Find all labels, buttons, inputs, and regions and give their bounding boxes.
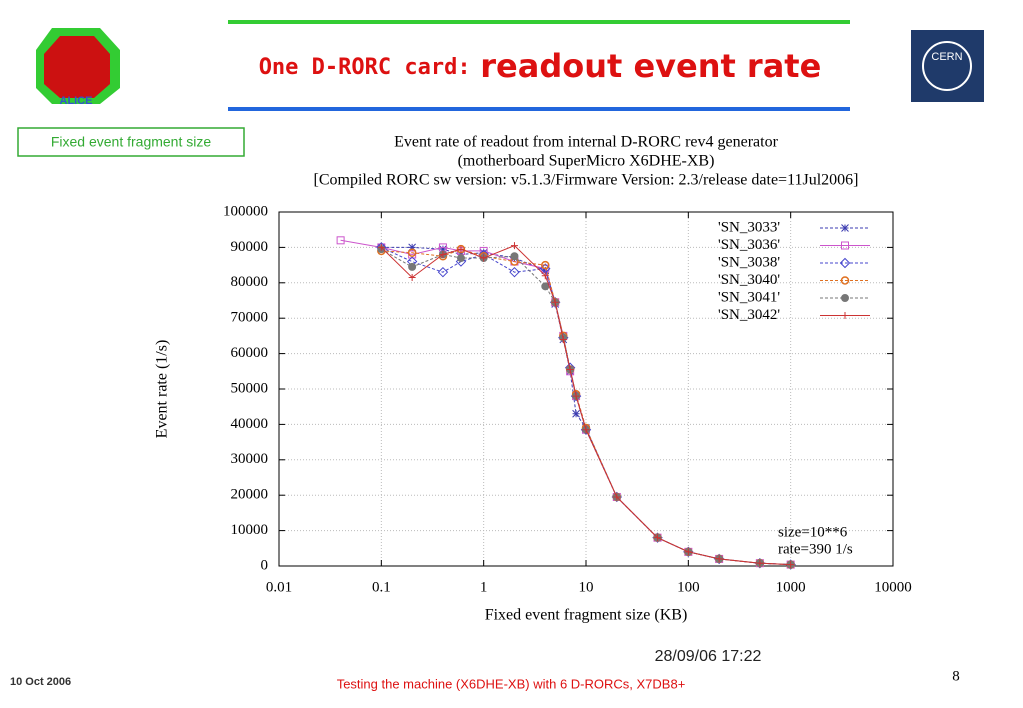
annotation: size=10**6 <box>778 524 848 540</box>
data-point <box>456 254 465 263</box>
legend-label: 'SN_3042' <box>718 307 780 323</box>
chart-title: [Compiled RORC sw version: v5.1.3/Firmwa… <box>314 172 859 189</box>
x-tick-label: 1 <box>480 579 488 595</box>
x-axis-label: Fixed event fragment size (KB) <box>485 607 688 624</box>
legend-label: 'SN_3038' <box>718 254 780 270</box>
chart: Event rate of readout from internal D-RO… <box>154 134 912 624</box>
footer-text: Testing the machine (X6DHE-XB) with 6 D-… <box>337 676 686 691</box>
data-point <box>582 426 590 434</box>
data-point <box>510 252 519 261</box>
legend-marker <box>841 224 849 232</box>
data-point <box>787 561 795 569</box>
data-point <box>377 243 385 251</box>
y-tick-label: 50000 <box>231 380 269 396</box>
timestamp: 28/09/06 17:22 <box>655 648 762 665</box>
data-point <box>572 392 580 400</box>
data-point <box>439 250 447 258</box>
data-point <box>336 236 345 245</box>
footer-date: 10 Oct 2006 <box>10 676 71 688</box>
y-tick-label: 40000 <box>231 416 269 432</box>
cern-logo: CERN <box>911 30 984 102</box>
data-point <box>457 245 465 253</box>
legend-label: 'SN_3040' <box>718 272 780 288</box>
y-tick-label: 60000 <box>231 345 269 361</box>
y-tick-label: 20000 <box>231 487 269 503</box>
y-tick-label: 90000 <box>231 239 269 255</box>
data-point <box>654 534 662 542</box>
y-tick-label: 100000 <box>223 203 268 219</box>
y-axis-label: Event rate (1/s) <box>154 340 171 439</box>
data-point <box>509 266 520 278</box>
legend-label: 'SN_3041' <box>718 289 780 305</box>
title-prefix: One D-RORC card: <box>259 55 471 80</box>
box-label: Fixed event fragment size <box>51 134 212 150</box>
series-line <box>380 245 791 566</box>
x-tick-label: 0.1 <box>372 579 391 595</box>
x-tick-label: 10 <box>579 579 594 595</box>
x-tick-label: 0.01 <box>266 579 292 595</box>
data-point <box>408 243 416 252</box>
y-tick-label: 0 <box>261 557 269 573</box>
data-point <box>715 555 723 563</box>
label-box <box>17 127 245 157</box>
data-point <box>541 260 550 270</box>
data-point <box>566 366 574 374</box>
data-point <box>541 272 549 280</box>
data-point <box>480 254 488 262</box>
y-tick-label: 30000 <box>231 451 269 467</box>
data-point <box>559 335 567 343</box>
plot-frame <box>278 211 894 567</box>
legend-marker <box>840 276 850 285</box>
data-point <box>510 242 518 250</box>
logo-text: ALICE <box>60 95 93 107</box>
slide-title: One D-RORC card: readout event rate <box>259 47 822 85</box>
page-number: 8 <box>952 668 960 684</box>
legend-label: 'SN_3033' <box>718 219 780 235</box>
legend-marker <box>839 257 851 269</box>
y-tick-label: 80000 <box>231 274 269 290</box>
x-tick-label: 10000 <box>874 579 912 595</box>
x-tick-label: 1000 <box>776 579 806 595</box>
data-point <box>613 493 621 501</box>
data-point <box>408 273 416 281</box>
title-main: readout event rate <box>480 47 821 85</box>
data-point <box>572 409 580 418</box>
data-point <box>437 266 449 278</box>
data-point <box>684 548 692 556</box>
legend-marker <box>841 294 849 302</box>
data-point <box>541 266 550 275</box>
data-point <box>551 298 559 306</box>
legend-marker <box>841 312 849 319</box>
x-tick-label: 100 <box>677 579 700 595</box>
legend-marker <box>841 241 849 250</box>
logo-text: CERN <box>931 51 962 63</box>
annotation: rate=390 1/s <box>778 541 853 557</box>
data-point <box>408 262 417 271</box>
data-point <box>407 248 417 257</box>
y-tick-label: 10000 <box>231 522 269 538</box>
chart-title: (motherboard SuperMicro X6DHE-XB) <box>458 153 715 170</box>
legend-label: 'SN_3036' <box>718 237 780 253</box>
alice-logo: ALICE <box>36 28 120 107</box>
data-point <box>439 245 447 254</box>
data-point <box>541 282 550 291</box>
data-point <box>756 559 764 567</box>
y-tick-label: 70000 <box>231 310 269 326</box>
chart-title: Event rate of readout from internal D-RO… <box>394 134 779 151</box>
